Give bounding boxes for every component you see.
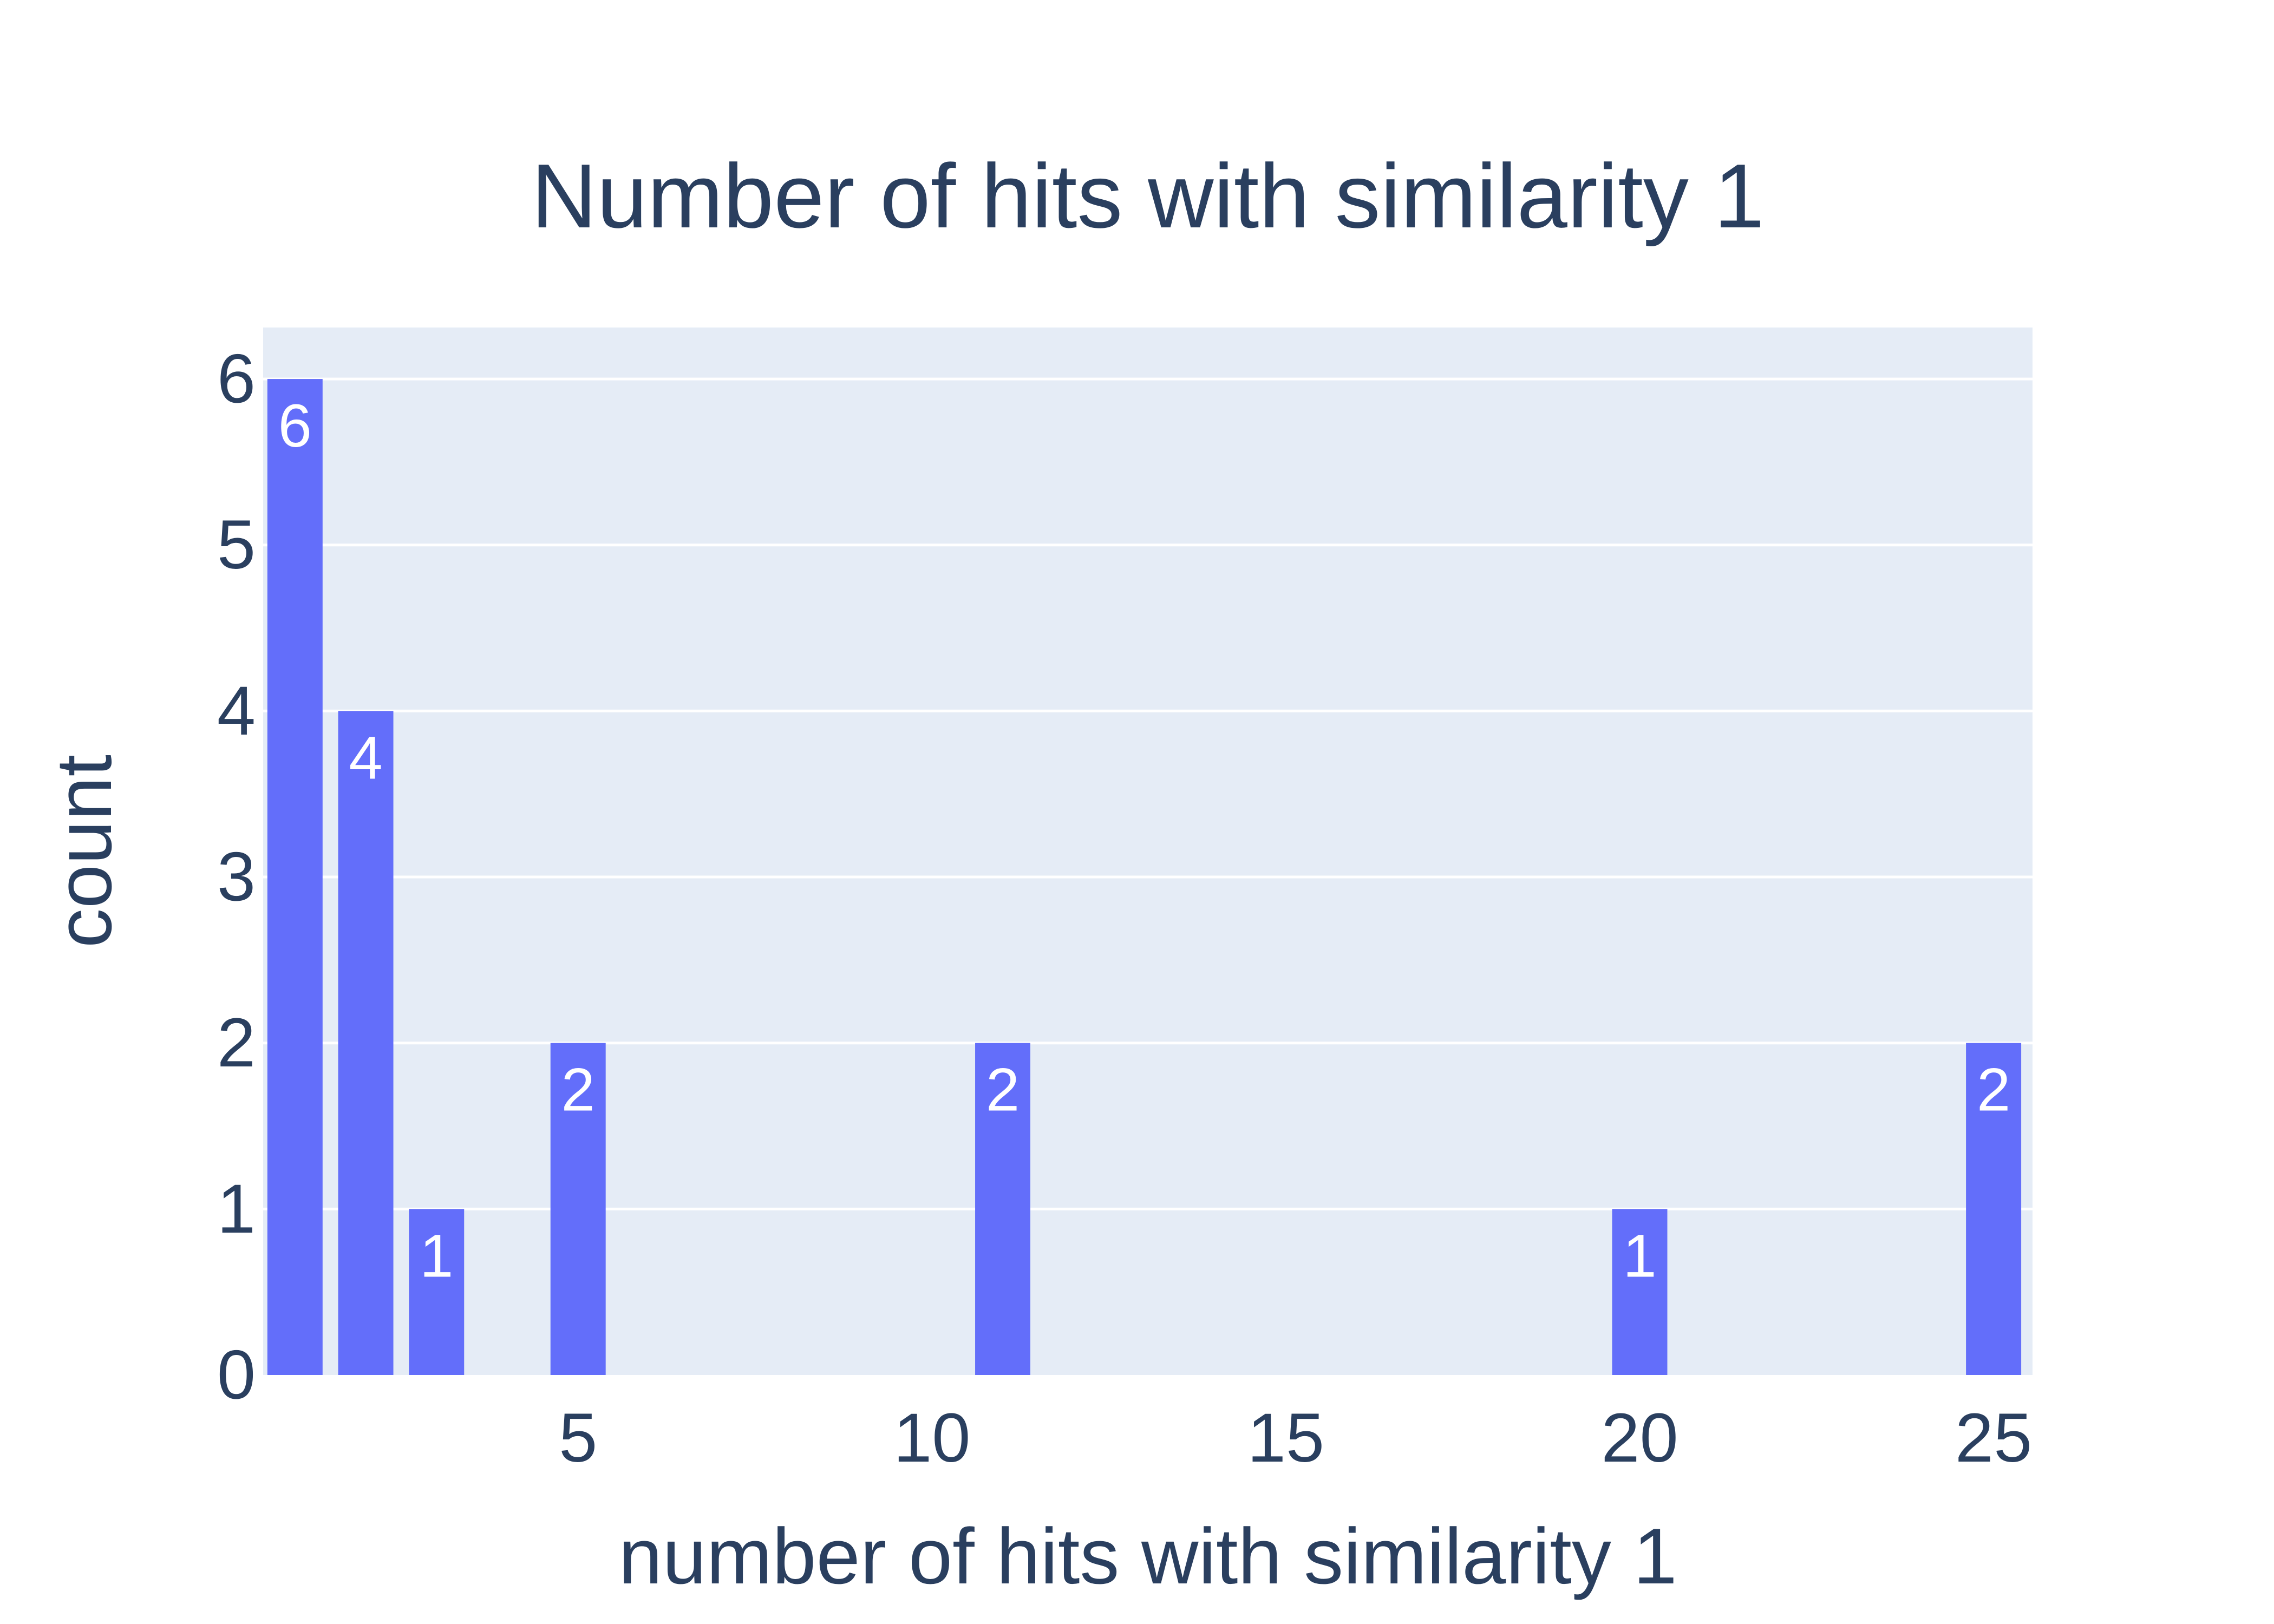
bar-value-label: 2 <box>561 1056 595 1124</box>
bar <box>1966 1043 2022 1375</box>
bar-value-label: 6 <box>278 392 312 460</box>
bar <box>409 1209 465 1375</box>
y-tick-label: 0 <box>217 1337 256 1414</box>
bar <box>338 711 394 1375</box>
chart-title: Number of hits with similarity 1 <box>531 145 1765 247</box>
bar-value-label: 1 <box>1623 1222 1656 1289</box>
bars <box>267 379 2022 1375</box>
y-tick-label: 5 <box>217 506 256 584</box>
bar <box>1612 1209 1668 1375</box>
y-tick-label: 3 <box>217 839 256 916</box>
y-tick-label: 1 <box>217 1170 256 1248</box>
bar-value-label: 4 <box>349 724 382 791</box>
bar-value-label: 2 <box>1977 1056 2010 1124</box>
x-tick-label: 5 <box>559 1399 597 1477</box>
bar-value-label: 2 <box>986 1056 1020 1124</box>
y-tick-label: 6 <box>217 340 256 418</box>
x-tick-label: 10 <box>893 1399 970 1477</box>
x-axis-title: number of hits with similarity 1 <box>618 1512 1677 1600</box>
bar <box>975 1043 1031 1375</box>
bar-value-label: 1 <box>420 1222 453 1289</box>
bar-labels: 6 4 1 2 2 1 2 <box>278 392 2011 1289</box>
plot-background <box>263 328 2033 1375</box>
y-axis-title: count <box>40 755 128 948</box>
y-tick-label: 4 <box>217 672 256 750</box>
y-axis-ticks: 0 1 2 3 4 5 6 <box>217 340 256 1414</box>
x-tick-label: 25 <box>1955 1399 2032 1477</box>
x-tick-label: 15 <box>1247 1399 1324 1477</box>
x-tick-label: 20 <box>1601 1399 1678 1477</box>
bar <box>267 379 323 1375</box>
y-tick-label: 2 <box>217 1004 256 1082</box>
bar <box>550 1043 606 1375</box>
x-axis-ticks: 5 10 15 20 25 <box>559 1399 2032 1477</box>
